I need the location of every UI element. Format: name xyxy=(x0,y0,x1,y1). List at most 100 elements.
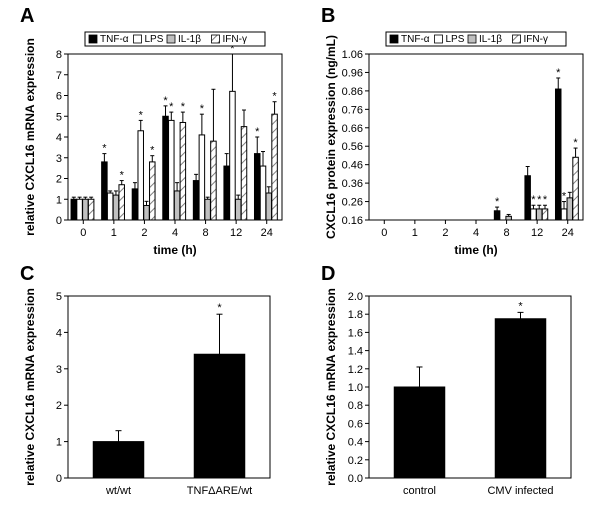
svg-text:1.0: 1.0 xyxy=(348,382,363,394)
panel-d: D 0.00.20.40.60.81.01.21.41.61.82.0relat… xyxy=(311,268,592,506)
svg-text:CMV infected: CMV infected xyxy=(487,485,553,497)
svg-text:*: * xyxy=(139,109,144,121)
svg-text:4: 4 xyxy=(473,227,479,239)
panel-b-chart: 0.16 0.26 0.36 0.46 0.56 0.66 0.76 0.86 0.96 1.06… xyxy=(321,28,592,258)
svg-text:6: 6 xyxy=(56,91,62,103)
svg-text:8: 8 xyxy=(203,227,209,239)
svg-text:IL-1β: IL-1β xyxy=(178,34,201,45)
svg-text:0.0: 0.0 xyxy=(348,473,363,485)
svg-text:TNF-α: TNF-α xyxy=(100,34,129,45)
panel-d-label: D xyxy=(321,263,335,286)
svg-text:time (h): time (h) xyxy=(153,243,196,257)
svg-text:*: * xyxy=(543,194,548,206)
svg-text:2.0: 2.0 xyxy=(348,291,363,303)
svg-text:*: * xyxy=(102,143,107,155)
panel-b: B 0.160.260.360.460.560.660.760.860.961.… xyxy=(311,10,592,258)
panel-a-chart: 012345678relative CXCL16 mRNA expression… xyxy=(20,28,291,258)
svg-text:0.76: 0.76 xyxy=(342,104,363,116)
svg-text:1.2: 1.2 xyxy=(348,364,363,376)
svg-text:1.06: 1.06 xyxy=(342,49,363,61)
svg-text:control: control xyxy=(403,485,436,497)
svg-text:*: * xyxy=(562,191,567,203)
svg-text:24: 24 xyxy=(261,227,273,239)
svg-text:2: 2 xyxy=(141,227,147,239)
svg-text:1: 1 xyxy=(56,194,62,206)
panel-a-label: A xyxy=(20,5,34,28)
svg-text:8: 8 xyxy=(504,227,510,239)
svg-text:0.8: 0.8 xyxy=(348,400,363,412)
svg-text:0.56: 0.56 xyxy=(342,141,363,153)
svg-text:0: 0 xyxy=(56,473,62,485)
svg-text:*: * xyxy=(217,302,222,314)
panel-a: A 012345678relative CXCL16 mRNA expressi… xyxy=(10,10,291,258)
svg-text:12: 12 xyxy=(531,227,543,239)
panel-d-chart: 0.0 0.2 0.4 0.6 0.8 1.0 1.2 1.4 1.6 1.8 2.0 relativ… xyxy=(321,286,592,506)
svg-text:*: * xyxy=(255,126,260,138)
svg-text:0.2: 0.2 xyxy=(348,455,363,467)
svg-text:relative CXCL16 mRNA expressio: relative CXCL16 mRNA expression xyxy=(324,288,338,486)
svg-text:*: * xyxy=(556,67,561,79)
svg-text:1: 1 xyxy=(412,227,418,239)
svg-text:*: * xyxy=(200,103,205,115)
svg-text:*: * xyxy=(181,101,186,113)
svg-text:LPS: LPS xyxy=(145,34,164,45)
svg-text:1.4: 1.4 xyxy=(348,346,363,358)
svg-text:*: * xyxy=(150,145,155,157)
svg-text:2: 2 xyxy=(56,400,62,412)
svg-text:4: 4 xyxy=(172,227,178,239)
svg-text:0.6: 0.6 xyxy=(348,418,363,430)
svg-text:TNFΔARE/wt: TNFΔARE/wt xyxy=(187,485,252,497)
svg-text:IFN-γ: IFN-γ xyxy=(524,34,548,45)
svg-text:relative CXCL16 mRNA expressio: relative CXCL16 mRNA expression xyxy=(23,288,37,486)
svg-text:0.26: 0.26 xyxy=(342,197,363,209)
figure-grid: A 012345678relative CXCL16 mRNA expressi… xyxy=(10,10,592,506)
svg-text:1: 1 xyxy=(111,227,117,239)
svg-text:3: 3 xyxy=(56,153,62,165)
svg-text:*: * xyxy=(272,91,277,103)
svg-text:0.66: 0.66 xyxy=(342,123,363,135)
svg-text:1.6: 1.6 xyxy=(348,327,363,339)
svg-text:0: 0 xyxy=(381,227,387,239)
svg-text:5: 5 xyxy=(56,291,62,303)
svg-text:0.16: 0.16 xyxy=(342,215,363,227)
svg-text:*: * xyxy=(573,137,578,149)
svg-text:2: 2 xyxy=(442,227,448,239)
svg-text:*: * xyxy=(169,101,174,113)
svg-text:0.96: 0.96 xyxy=(342,67,363,79)
svg-text:TNF-α: TNF-α xyxy=(401,34,430,45)
svg-text:1.8: 1.8 xyxy=(348,309,363,321)
panel-c: C 012345relative CXCL16 mRNA expressionw… xyxy=(10,268,291,506)
svg-text:IFN-γ: IFN-γ xyxy=(223,34,247,45)
svg-text:wt/wt: wt/wt xyxy=(105,485,131,497)
panel-b-label: B xyxy=(321,5,335,28)
svg-text:*: * xyxy=(537,194,542,206)
svg-text:1: 1 xyxy=(56,437,62,449)
svg-text:7: 7 xyxy=(56,70,62,82)
svg-text:relative CXCL16 mRNA expressio: relative CXCL16 mRNA expression xyxy=(23,38,37,236)
svg-text:0: 0 xyxy=(56,215,62,227)
svg-text:12: 12 xyxy=(230,227,242,239)
svg-text:5: 5 xyxy=(56,111,62,123)
svg-text:2: 2 xyxy=(56,174,62,186)
svg-text:0.86: 0.86 xyxy=(342,86,363,98)
svg-text:*: * xyxy=(518,300,523,312)
svg-text:0.46: 0.46 xyxy=(342,160,363,172)
svg-text:*: * xyxy=(531,194,536,206)
svg-text:4: 4 xyxy=(56,327,62,339)
svg-text:*: * xyxy=(163,95,168,107)
svg-text:0.4: 0.4 xyxy=(348,437,363,449)
svg-text:8: 8 xyxy=(56,49,62,61)
svg-text:24: 24 xyxy=(562,227,574,239)
svg-text:*: * xyxy=(120,170,125,182)
svg-text:0: 0 xyxy=(80,227,86,239)
svg-text:4: 4 xyxy=(56,132,62,144)
svg-text:*: * xyxy=(495,196,500,208)
svg-text:3: 3 xyxy=(56,364,62,376)
panel-c-chart: 0 1 2 3 4 5 relative CXCL16 mRNA expression wt/… xyxy=(20,286,291,506)
panel-c-label: C xyxy=(20,263,34,286)
svg-text:CXCL16 protein expression (ng/: CXCL16 protein expression (ng/mL) xyxy=(324,35,338,239)
svg-text:time (h): time (h) xyxy=(454,243,497,257)
svg-text:IL-1β: IL-1β xyxy=(479,34,502,45)
svg-text:LPS: LPS xyxy=(446,34,465,45)
svg-text:0.36: 0.36 xyxy=(342,178,363,190)
